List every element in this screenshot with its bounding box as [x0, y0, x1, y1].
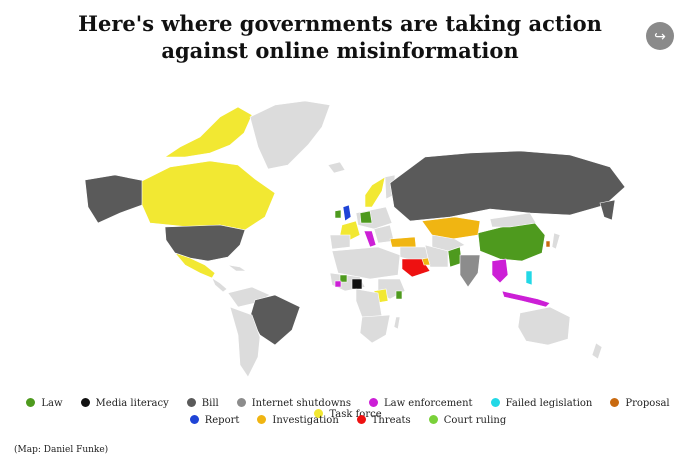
legend-item: Task force [314, 409, 382, 420]
region-iceland [327, 161, 346, 174]
legend-item: Internet shutdowns [236, 398, 351, 409]
region-arctic-islands [164, 106, 253, 158]
legend-swatch [314, 409, 324, 418]
region-west-africa-law [339, 274, 348, 283]
region-italy [363, 230, 377, 248]
legend-swatch [186, 398, 196, 407]
legend-label: Failed legislation [505, 398, 593, 409]
legend-swatch [356, 415, 366, 424]
region-india [459, 254, 481, 288]
region-canada [141, 160, 276, 231]
legend-swatch [26, 398, 36, 407]
legend-item: Law [26, 398, 63, 409]
region-madagascar [393, 316, 401, 330]
region-korea [545, 240, 551, 248]
region-central-america [211, 277, 228, 293]
legend-item: Law enforcement [368, 398, 473, 409]
legend-swatch [610, 398, 620, 407]
region-mexico [174, 252, 216, 279]
region-north-africa [331, 246, 401, 280]
region-scandinavia [364, 176, 386, 208]
legend-swatch [236, 398, 246, 407]
region-russia [389, 150, 626, 222]
region-somalia [395, 290, 403, 300]
legend-swatch [80, 398, 90, 407]
legend-item: Court ruling [428, 415, 507, 426]
region-kamchatka [599, 199, 616, 221]
region-nz [591, 342, 603, 360]
legend-item: Report [189, 415, 240, 426]
map-title: Here's where governments are taking acti… [78, 11, 602, 63]
legend-item: Proposal [610, 398, 670, 409]
legend-label: Internet shutdowns [251, 398, 351, 409]
legend-item: Media literacy [80, 398, 169, 409]
region-china [477, 222, 546, 262]
legend-label: Proposal [625, 398, 670, 409]
region-south-cone [229, 306, 261, 378]
region-ireland [334, 209, 342, 219]
region-nigeria [351, 278, 363, 290]
legend-item: Investigation [257, 415, 339, 426]
region-alaska [84, 174, 146, 224]
legend-label: Media literacy [95, 398, 169, 409]
region-west-africa-enforcement [334, 280, 342, 288]
region-southern-africa [359, 314, 391, 344]
region-japan [551, 232, 561, 250]
region-turkey [389, 236, 417, 248]
legend-label: Bill [201, 398, 219, 409]
legend-swatch [189, 415, 199, 424]
region-greenland [249, 100, 331, 170]
legend-item: Failed legislation [490, 398, 593, 409]
region-caribbean [227, 264, 247, 272]
world-map [84, 100, 626, 378]
legend-row-2: Report Investigation Threats Court ruling [0, 415, 696, 426]
legend-swatch [490, 398, 500, 407]
region-iberia [329, 234, 351, 250]
region-indonesia [501, 290, 551, 308]
legend-row-1: Law Media literacy Bill Internet shutdowns L… [0, 398, 696, 420]
region-saudi [401, 258, 431, 278]
region-germany [359, 210, 373, 224]
region-se-asia [491, 258, 509, 284]
region-kazakhstan [421, 216, 481, 240]
legend-item: Bill [186, 398, 219, 409]
region-central-africa [355, 288, 383, 318]
legend-swatch [257, 415, 267, 424]
legend-swatch [428, 415, 438, 424]
map-credit: (Map: Daniel Funke) [14, 445, 109, 455]
legend-swatch [368, 398, 378, 407]
legend-label: Threats [371, 415, 411, 426]
region-mongolia [489, 212, 537, 228]
legend-label: Law [41, 398, 63, 409]
legend-label: Investigation [272, 415, 339, 426]
legend-label: Report [204, 415, 240, 426]
legend-label: Task force [329, 409, 382, 420]
region-uk [342, 204, 352, 222]
region-australia [517, 306, 571, 346]
region-gulf [421, 257, 431, 266]
region-usa [164, 224, 246, 262]
share-icon[interactable]: ↪ [646, 22, 674, 50]
region-philippines [525, 270, 533, 286]
legend-label: Court ruling [443, 415, 507, 426]
legend-item: Threats [356, 415, 411, 426]
legend-label: Law enforcement [383, 398, 473, 409]
